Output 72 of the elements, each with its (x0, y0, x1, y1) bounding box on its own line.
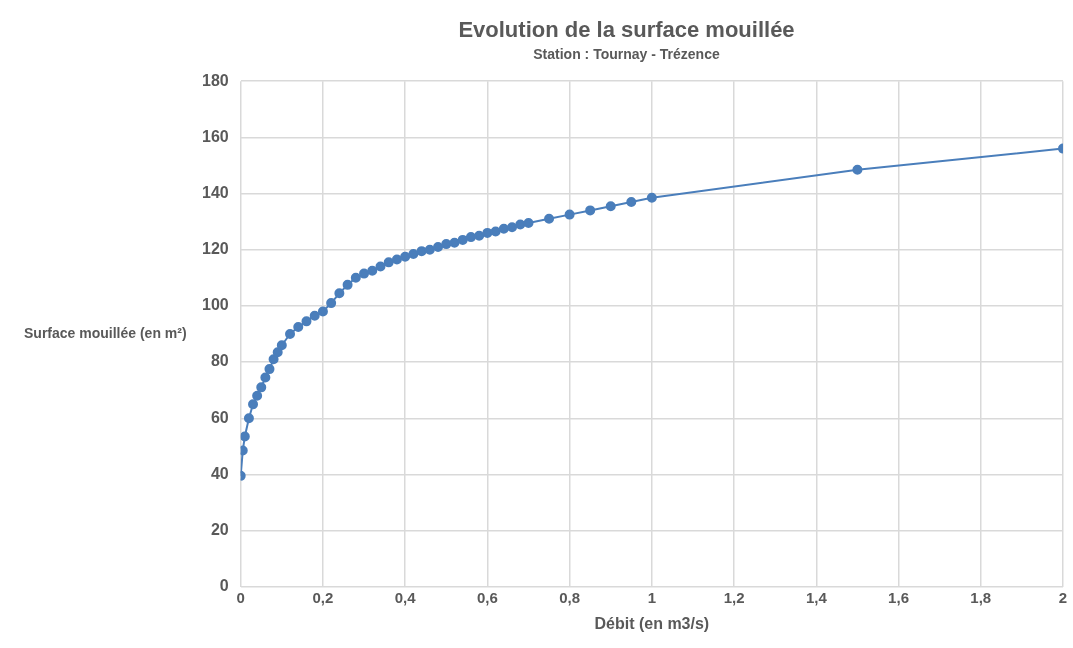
point (317, 306, 328, 317)
point (626, 196, 637, 207)
point (465, 232, 476, 243)
point (544, 213, 555, 224)
x-tick-label: 0,6 (476, 588, 498, 606)
point (523, 218, 534, 229)
point (515, 219, 526, 230)
chart-title: Evolution de la surface mouillée (458, 17, 795, 43)
point (272, 347, 283, 358)
x-tick-label: 0,8 (559, 588, 581, 606)
y-tick-label: 20 (210, 521, 229, 539)
point (441, 239, 452, 250)
point (416, 246, 427, 257)
point (383, 257, 394, 268)
point (391, 254, 402, 265)
point (605, 201, 616, 212)
point (474, 230, 485, 241)
point (490, 226, 501, 237)
point (375, 261, 386, 272)
point (252, 390, 263, 401)
point (852, 164, 863, 175)
point (350, 272, 361, 283)
y-tick-label: 100 (201, 296, 229, 314)
point (507, 222, 518, 233)
y-tick-label: 40 (210, 464, 229, 482)
y-tick-label: 120 (201, 240, 229, 258)
point (260, 372, 271, 383)
point (424, 244, 435, 255)
y-tick-label: 60 (210, 408, 229, 426)
point (408, 248, 419, 259)
point (326, 298, 337, 309)
point (334, 288, 345, 299)
x-tick-label: 1,2 (723, 588, 745, 606)
y-tick-label: 180 (201, 71, 229, 89)
chart-subtitle: Station : Tournay - Trézence (533, 45, 720, 62)
point (342, 279, 353, 290)
point (367, 265, 378, 276)
point (457, 234, 468, 245)
point (309, 310, 320, 321)
point (564, 209, 575, 220)
point (268, 354, 279, 365)
y-tick-label: 140 (201, 183, 229, 201)
point (646, 192, 657, 203)
point (243, 413, 254, 424)
x-tick-label: 1,6 (888, 588, 909, 606)
y-tick-label: 0 (219, 577, 229, 595)
y-axis-title: Surface mouillée (en m²) (24, 324, 187, 341)
x-tick-label: 0 (236, 588, 245, 606)
x-tick-label: 2 (1058, 588, 1068, 606)
x-tick-label: 0,4 (394, 588, 417, 606)
point (482, 227, 493, 238)
point (293, 321, 304, 332)
x-tick-label: 1,4 (805, 588, 828, 606)
point (256, 382, 267, 393)
point (433, 241, 444, 252)
y-tick-label: 160 (201, 127, 229, 145)
x-axis-title: Débit (en m3/s) (594, 614, 710, 632)
x-tick-label: 0,2 (312, 588, 334, 606)
y-tick-label: 80 (210, 352, 229, 370)
point (359, 268, 370, 279)
x-tick-label: 1 (647, 588, 657, 606)
point (585, 205, 596, 216)
point (276, 340, 287, 351)
point (449, 237, 460, 248)
point (498, 223, 509, 234)
point (264, 364, 275, 375)
x-tick-label: 1,8 (970, 588, 992, 606)
point (400, 251, 411, 262)
point (240, 431, 250, 442)
point (285, 329, 296, 339)
point (301, 316, 312, 327)
point (248, 399, 259, 410)
